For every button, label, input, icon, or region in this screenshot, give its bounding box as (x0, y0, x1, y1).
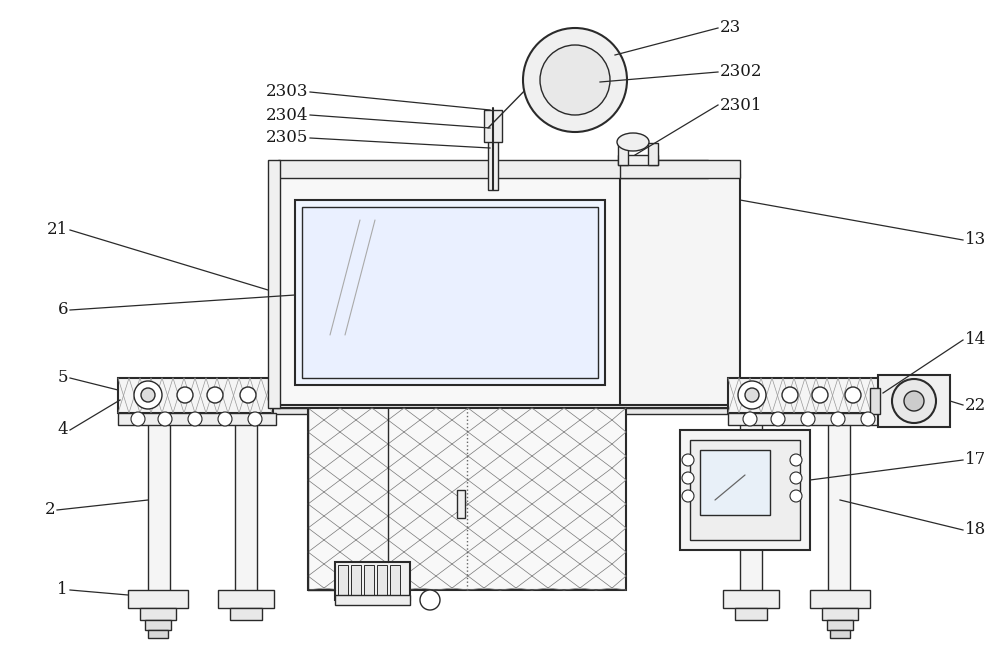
Bar (118, 413, 276, 425)
Circle shape (861, 412, 875, 426)
Bar (364, 565, 374, 597)
Circle shape (892, 379, 936, 423)
Bar (723, 590, 779, 608)
Circle shape (248, 412, 262, 426)
Bar (700, 450, 770, 515)
Text: 23: 23 (720, 20, 741, 37)
Bar (648, 143, 658, 165)
Text: 21: 21 (47, 222, 68, 239)
Bar (810, 590, 870, 608)
Bar (120, 408, 880, 414)
Bar (740, 408, 762, 598)
Bar (488, 140, 498, 190)
Circle shape (177, 387, 193, 403)
Bar (351, 565, 361, 597)
Bar (145, 620, 171, 630)
Text: 13: 13 (965, 232, 986, 249)
Bar (235, 408, 257, 598)
Text: 2302: 2302 (720, 63, 763, 80)
Bar (870, 388, 880, 414)
Bar (620, 160, 740, 178)
Bar (308, 408, 626, 590)
Circle shape (904, 391, 924, 411)
Bar (268, 160, 280, 408)
Text: 18: 18 (965, 521, 986, 538)
Bar (827, 620, 853, 630)
Bar (680, 430, 810, 550)
Circle shape (782, 387, 798, 403)
Circle shape (682, 454, 694, 466)
Circle shape (188, 412, 202, 426)
Circle shape (540, 45, 610, 115)
Text: 5: 5 (58, 370, 68, 387)
Bar (148, 408, 170, 598)
Circle shape (134, 381, 162, 409)
Circle shape (523, 28, 627, 132)
Bar (128, 590, 188, 608)
Bar (278, 175, 708, 405)
Text: 1: 1 (57, 581, 68, 598)
Bar (148, 630, 168, 638)
Bar (302, 207, 598, 378)
Bar (120, 390, 880, 408)
Circle shape (682, 472, 694, 484)
Text: 22: 22 (965, 396, 986, 413)
Circle shape (240, 387, 256, 403)
Circle shape (831, 412, 845, 426)
Bar (618, 143, 628, 165)
Bar (484, 110, 502, 142)
Text: 2: 2 (44, 502, 55, 519)
Text: 2303: 2303 (266, 84, 308, 101)
Bar (338, 565, 348, 597)
Text: 2305: 2305 (266, 129, 308, 146)
Circle shape (812, 387, 828, 403)
Bar (620, 175, 740, 405)
Bar (728, 378, 883, 413)
Bar (690, 440, 800, 540)
Bar (822, 608, 858, 620)
Circle shape (845, 387, 861, 403)
Text: 2301: 2301 (720, 97, 763, 114)
Circle shape (207, 387, 223, 403)
Bar (830, 630, 850, 638)
Bar (390, 565, 400, 597)
Bar (218, 590, 274, 608)
Circle shape (743, 412, 757, 426)
Circle shape (790, 472, 802, 484)
Bar (295, 200, 605, 385)
Circle shape (790, 454, 802, 466)
Circle shape (790, 490, 802, 502)
Text: 6: 6 (58, 301, 68, 318)
Circle shape (771, 412, 785, 426)
Circle shape (420, 590, 440, 610)
Circle shape (738, 381, 766, 409)
Bar (618, 155, 658, 165)
Bar (377, 565, 387, 597)
Bar (278, 160, 708, 178)
Bar (728, 413, 886, 425)
Circle shape (158, 412, 172, 426)
Bar (457, 490, 465, 518)
Circle shape (131, 412, 145, 426)
Bar (735, 608, 767, 620)
Bar (335, 562, 410, 600)
Ellipse shape (617, 133, 649, 151)
Text: 4: 4 (57, 421, 68, 438)
Circle shape (682, 490, 694, 502)
Circle shape (141, 388, 155, 402)
Text: 17: 17 (965, 451, 986, 468)
Text: 2304: 2304 (266, 107, 308, 124)
Bar (230, 608, 262, 620)
Bar (335, 595, 410, 605)
Circle shape (218, 412, 232, 426)
Circle shape (745, 388, 759, 402)
Bar (140, 608, 176, 620)
Bar (878, 375, 950, 427)
Text: 14: 14 (965, 332, 986, 349)
Circle shape (801, 412, 815, 426)
Bar (828, 408, 850, 598)
Bar (118, 378, 273, 413)
